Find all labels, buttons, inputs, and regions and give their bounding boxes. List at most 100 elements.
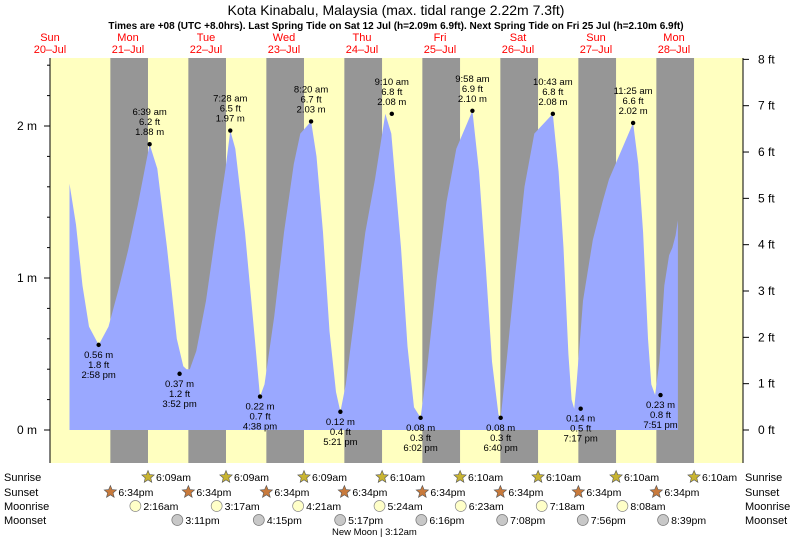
right-axis-tick-label: 3 ft: [758, 284, 775, 298]
day-label-dow: Fri: [434, 32, 447, 44]
sunrise-icon: [531, 469, 545, 483]
row-label-left: Moonset: [4, 515, 46, 527]
sunset-time: 6:34pm: [664, 487, 699, 499]
right-axis-tick-label: 5 ft: [758, 191, 775, 205]
extreme-dot: [498, 415, 503, 421]
row-label-left: Sunrise: [4, 472, 41, 484]
high-time-label: 10:43 am: [533, 77, 573, 88]
day-label-dow: Mon: [663, 32, 684, 44]
low-time-label: 7:17 pm: [563, 434, 597, 445]
chart-title: Kota Kinabalu, Malaysia (max. tidal rang…: [228, 2, 565, 18]
high-ft-label: 6.7 ft: [301, 94, 322, 105]
high-time-label: 7:28 am: [213, 94, 247, 105]
sunrise-time: 6:10am: [468, 472, 503, 484]
day-label-dow: Sun: [586, 32, 606, 44]
right-axis-tick-label: 6 ft: [758, 145, 775, 159]
extreme-dot: [308, 119, 314, 124]
sunset-time: 6:34pm: [196, 487, 231, 499]
high-ft-label: 6.2 ft: [139, 117, 160, 128]
low-m-label: 0.12 m: [326, 417, 355, 428]
extreme-dot: [550, 111, 556, 117]
day-label-dow: Sat: [510, 32, 527, 44]
sun-moon-rows: Sunrise Sunrise Sunset Sunset Moonrise Moonri…: [4, 469, 790, 538]
moonrise-time: 5:24am: [388, 501, 423, 513]
high-time-label: 11:25 am: [614, 86, 653, 97]
day-label-dow: Tue: [197, 32, 216, 44]
moonset-time: 7:08pm: [510, 515, 545, 527]
tide-extremes: 0.56 m1.8 ft2:58 pm 6:39 am6.2 ft1.88 m 0.…: [81, 74, 677, 454]
low-m-label: 0.08 m: [406, 423, 435, 434]
day-label-dow: Wed: [273, 32, 295, 44]
low-time-label: 6:40 pm: [484, 443, 518, 454]
low-m-label: 0.22 m: [246, 402, 275, 413]
low-m-label: 0.37 m: [165, 379, 194, 390]
moonrise-time: 2:16am: [143, 501, 178, 513]
day-label-date: 20–Jul: [34, 44, 66, 56]
right-axis-tick-label: 7 ft: [758, 99, 775, 113]
day-label-date: 26–Jul: [502, 44, 534, 56]
moonrise-time: 4:21am: [306, 501, 341, 513]
axes: 0 m 1 m 2 m 0 ft 1 ft 2 ft 3 ft 4 ft 5 ft 6 ft 7 f…: [17, 52, 793, 463]
moonset-icon: [657, 514, 669, 526]
low-time-label: 7:51 pm: [643, 420, 677, 431]
high-ft-label: 6.6 ft: [623, 96, 644, 107]
moonrise-time: 3:17am: [225, 501, 260, 513]
right-axis-tick-label: 0 ft: [758, 423, 775, 437]
moonset-time: 7:56pm: [591, 515, 626, 527]
high-ft-label: 6.8 ft: [381, 87, 402, 98]
right-axis-tick-label: 8 ft: [758, 52, 775, 66]
high-time-label: 6:39 am: [132, 107, 166, 118]
low-ft-label: 1.2 ft: [169, 389, 190, 400]
sunrise-time: 6:09am: [312, 472, 347, 484]
extreme-dot: [96, 342, 101, 348]
row-label-right: Sunset: [745, 487, 779, 499]
high-m-label: 2.03 m: [297, 104, 326, 115]
sunrise-time: 6:10am: [390, 472, 425, 484]
moonset-time: 6:16pm: [429, 515, 464, 527]
day-label-date: 25–Jul: [424, 44, 456, 56]
left-axis-tick-label: 2 m: [17, 119, 37, 133]
extreme-dot: [578, 406, 583, 411]
low-ft-label: 0.8 ft: [650, 410, 671, 421]
moonset-icon: [496, 514, 509, 526]
day-label-date: 22–Jul: [190, 44, 222, 56]
sunset-icon: [337, 484, 352, 498]
extreme-dot: [147, 142, 152, 147]
day-labels: Sun20–JulMon21–JulTue22–JulWed23–JulThu2…: [34, 32, 690, 56]
tide-series-area: [69, 110, 678, 431]
low-time-label: 4:38 pm: [243, 422, 277, 433]
sunrise-time: 6:10am: [546, 472, 581, 484]
moonset-icon: [171, 514, 184, 526]
sunrise-time: 6:10am: [702, 472, 737, 484]
row-label-left: Sunset: [4, 487, 38, 499]
right-axis-strip: [743, 58, 793, 463]
day-label-dow: Sun: [40, 32, 60, 44]
left-axis-tick-label: 0 m: [17, 423, 37, 437]
sunset-time: 6:34pm: [430, 487, 465, 499]
moonrise-icon: [454, 500, 467, 512]
low-ft-label: 0.7 ft: [249, 412, 270, 423]
moonset-icon: [252, 514, 265, 526]
high-m-label: 1.97 m: [216, 114, 245, 125]
sunrise-icon: [219, 469, 233, 483]
moonrise-time: 6:23am: [469, 501, 504, 513]
sunset-icon: [649, 484, 664, 498]
moonset-time: 8:39pm: [671, 515, 706, 527]
sunset-time: 6:34pm: [274, 487, 309, 499]
sunset-time: 6:34pm: [352, 487, 387, 499]
extreme-dot: [257, 394, 263, 399]
low-m-label: 0.56 m: [84, 350, 113, 361]
sunrise-icon: [609, 469, 623, 483]
high-ft-label: 6.8 ft: [542, 87, 563, 98]
moonrise-icon: [129, 500, 142, 512]
sunset-icon: [181, 484, 196, 498]
low-m-label: 0.14 m: [566, 414, 595, 425]
low-m-label: 0.08 m: [486, 423, 515, 434]
moonset-icon: [334, 514, 347, 526]
high-ft-label: 6.5 ft: [220, 104, 241, 115]
day-label-date: 27–Jul: [580, 44, 612, 56]
high-ft-label: 6.9 ft: [462, 84, 483, 95]
moonset-time: 5:17pm: [348, 515, 383, 527]
chart-subtitle: Times are +08 (UTC +8.0hrs). Last Spring…: [108, 21, 683, 32]
